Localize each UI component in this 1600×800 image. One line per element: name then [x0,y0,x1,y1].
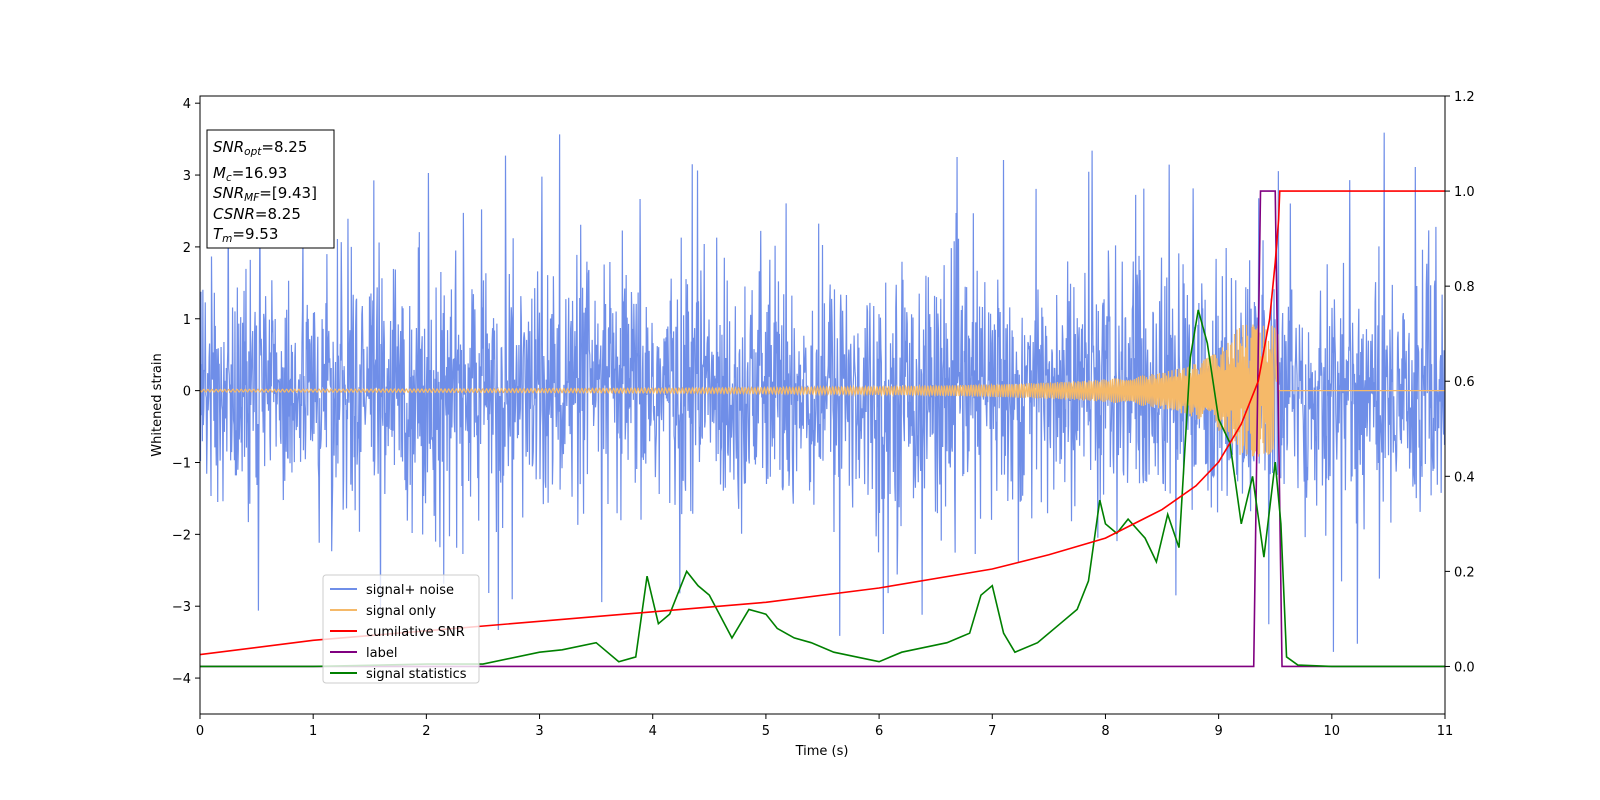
x-tick-label: 11 [1437,724,1454,739]
x-tick-label: 3 [535,724,543,739]
plot-frame [199,95,1446,715]
y2-tick-label: 1.2 [1454,90,1475,105]
y-tick-label: −2 [172,528,191,543]
legend-entry: cumilative SNR [366,625,465,640]
x-tick-label: 10 [1324,724,1341,739]
series-line-signal-statistics [200,309,1445,668]
y2-tick-label: 0.2 [1454,565,1475,580]
legend: signal+ noise signal only cumilative SNR la… [322,574,480,684]
x-tick-label: 1 [309,724,317,739]
annotation-frame [206,129,335,249]
series-layer [200,132,1445,668]
series-line-cumulative-snr [200,190,1445,656]
legend-entry: signal+ noise [366,583,454,598]
x-tick-label: 4 [649,724,657,739]
y-axis-right: 0.0 0.2 0.4 0.6 0.8 1.0 1.2 [1445,90,1475,675]
legend-entry: label [366,646,397,661]
y-axis-label: Whitened strain [150,353,165,456]
x-axis: 0 1 2 3 4 5 6 7 8 9 10 11 [196,714,1453,739]
y2-tick-label: 1.0 [1454,185,1475,200]
x-tick-label: 7 [988,724,996,739]
y2-tick-label: 0.6 [1454,375,1475,390]
annotation-line: SNRopt=8.25 [213,138,307,158]
x-tick-label: 5 [762,724,770,739]
annotation-line: SNRMF=[9.43] [213,184,317,204]
y2-tick-label: 0.4 [1454,470,1475,485]
y-tick-label: 2 [183,241,191,256]
y-tick-label: 3 [183,169,191,184]
annotation-box: SNRopt=8.25 Mc=16.93SNRMF=[9.43]CSNR=8.25… [206,129,335,249]
annotation-line: CSNR=8.25 [213,205,301,223]
y-tick-label: 1 [183,313,191,328]
y2-tick-label: 0.0 [1454,660,1475,675]
legend-entry: signal statistics [366,667,467,682]
y-axis-left: −4 −3 −2 −1 0 1 2 3 4 [172,97,200,687]
annotation-line: Tm=9.53 [213,225,278,245]
annotation-line: Mc=16.93 [213,164,287,184]
y-tick-label: −1 [172,456,191,471]
series-line-signal-noise [200,132,1445,652]
y2-tick-label: 0.8 [1454,280,1475,295]
x-tick-label: 9 [1214,724,1222,739]
legend-entry: signal only [366,604,436,619]
legend-frame [322,574,480,684]
y-tick-label: 0 [183,385,191,400]
x-tick-label: 8 [1101,724,1109,739]
x-tick-label: 2 [422,724,430,739]
y-tick-label: 4 [183,97,191,112]
x-tick-label: 6 [875,724,883,739]
x-tick-label: 0 [196,724,204,739]
series-line-label [200,190,1445,668]
x-axis-label: Time (s) [795,744,849,759]
y-tick-label: −3 [172,600,191,615]
series-line-signal-only [200,324,1445,457]
y-tick-label: −4 [172,672,191,687]
